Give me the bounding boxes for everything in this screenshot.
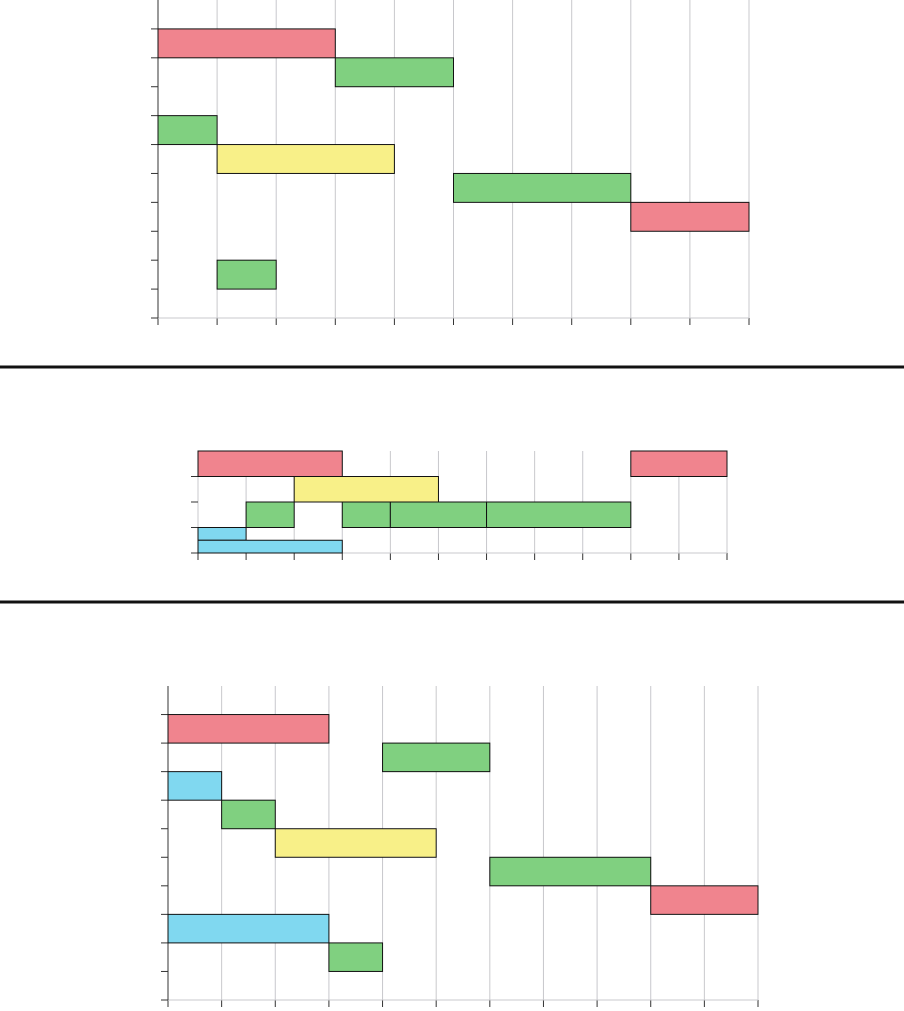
bar	[293, 476, 439, 503]
bar	[216, 144, 395, 174]
bar	[167, 771, 223, 801]
bar	[328, 942, 384, 972]
bar	[630, 201, 750, 232]
bar	[167, 714, 330, 744]
bar	[489, 856, 652, 887]
bar	[157, 28, 336, 59]
bar	[453, 172, 632, 203]
bar	[389, 501, 488, 528]
bar	[650, 885, 759, 915]
bar	[197, 450, 343, 477]
bar	[167, 913, 330, 944]
bar	[486, 501, 632, 528]
bar	[197, 527, 247, 541]
bar	[216, 259, 277, 290]
bar	[630, 450, 728, 477]
bar	[341, 501, 391, 528]
bar	[382, 742, 491, 773]
bar	[274, 828, 437, 858]
bar	[157, 115, 218, 146]
bar	[334, 57, 454, 88]
bar	[245, 501, 295, 528]
bar	[197, 539, 343, 554]
bar	[221, 799, 276, 830]
